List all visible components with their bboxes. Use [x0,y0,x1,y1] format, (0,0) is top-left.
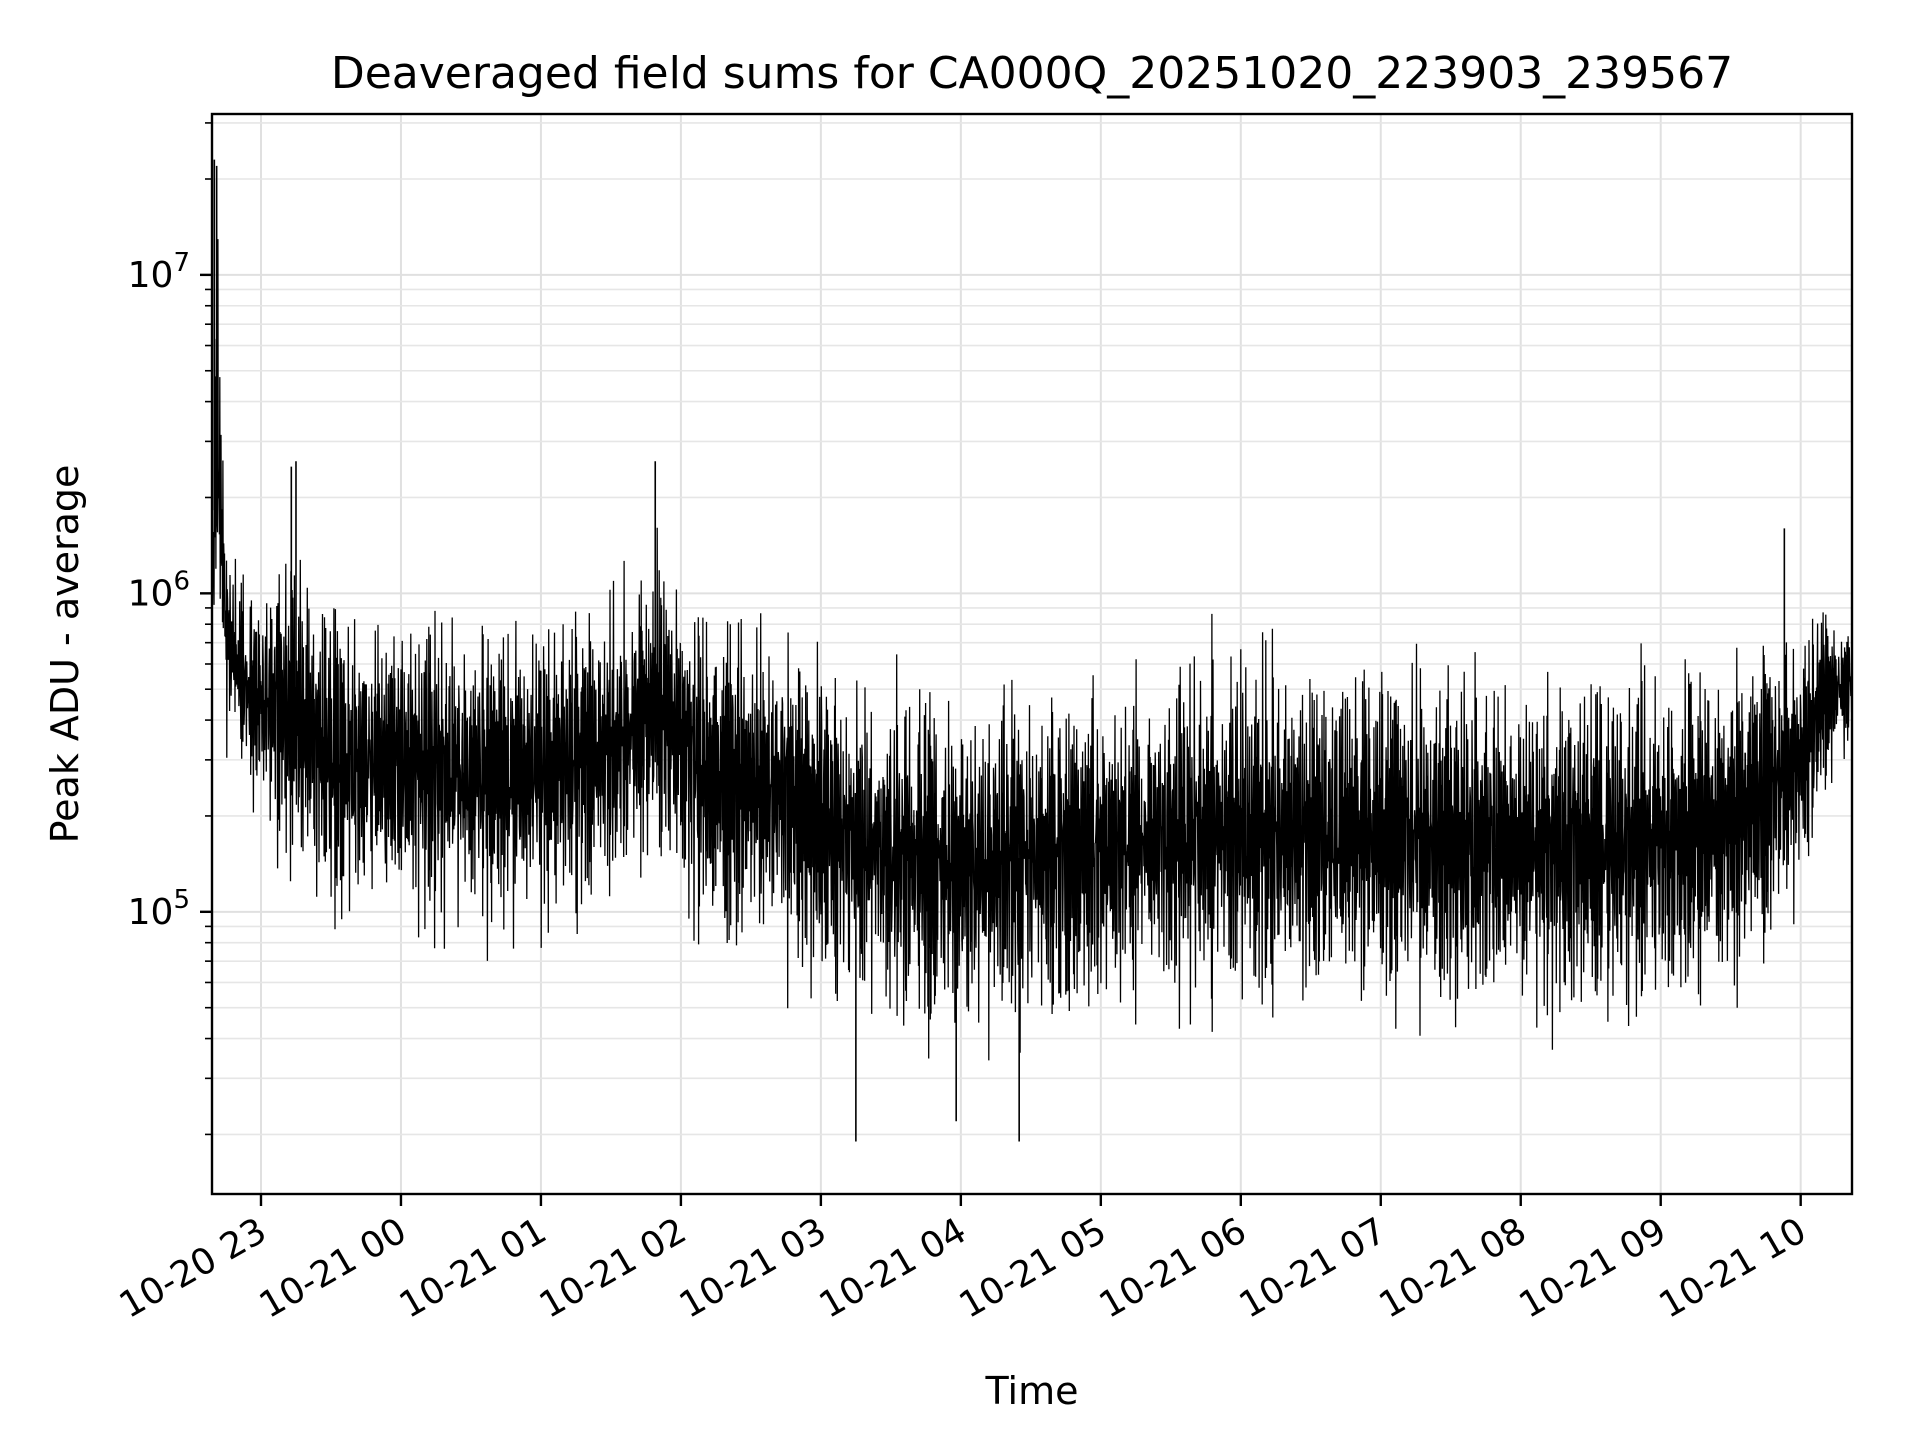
y-tick-exponent: 7 [173,248,190,278]
x-axis-label: Time [985,1369,1079,1413]
axes-frame [210,112,1854,1196]
y-tick-label: 105 [128,885,190,933]
y-axis-label: Peak ADU - average [43,465,87,844]
y-tick-exponent: 6 [173,566,190,596]
chart-title: Deaveraged field sums for CA000Q_2025102… [331,48,1733,99]
series-line [211,239,1853,1061]
y-tick-base: 10 [128,573,174,614]
y-tick-base: 10 [128,255,174,296]
y-tick-base: 10 [128,892,174,933]
y-tick-label: 107 [128,248,190,296]
y-tick-label: 106 [128,566,190,614]
y-tick-exponent: 5 [173,885,190,915]
plot-area [211,159,1853,1142]
